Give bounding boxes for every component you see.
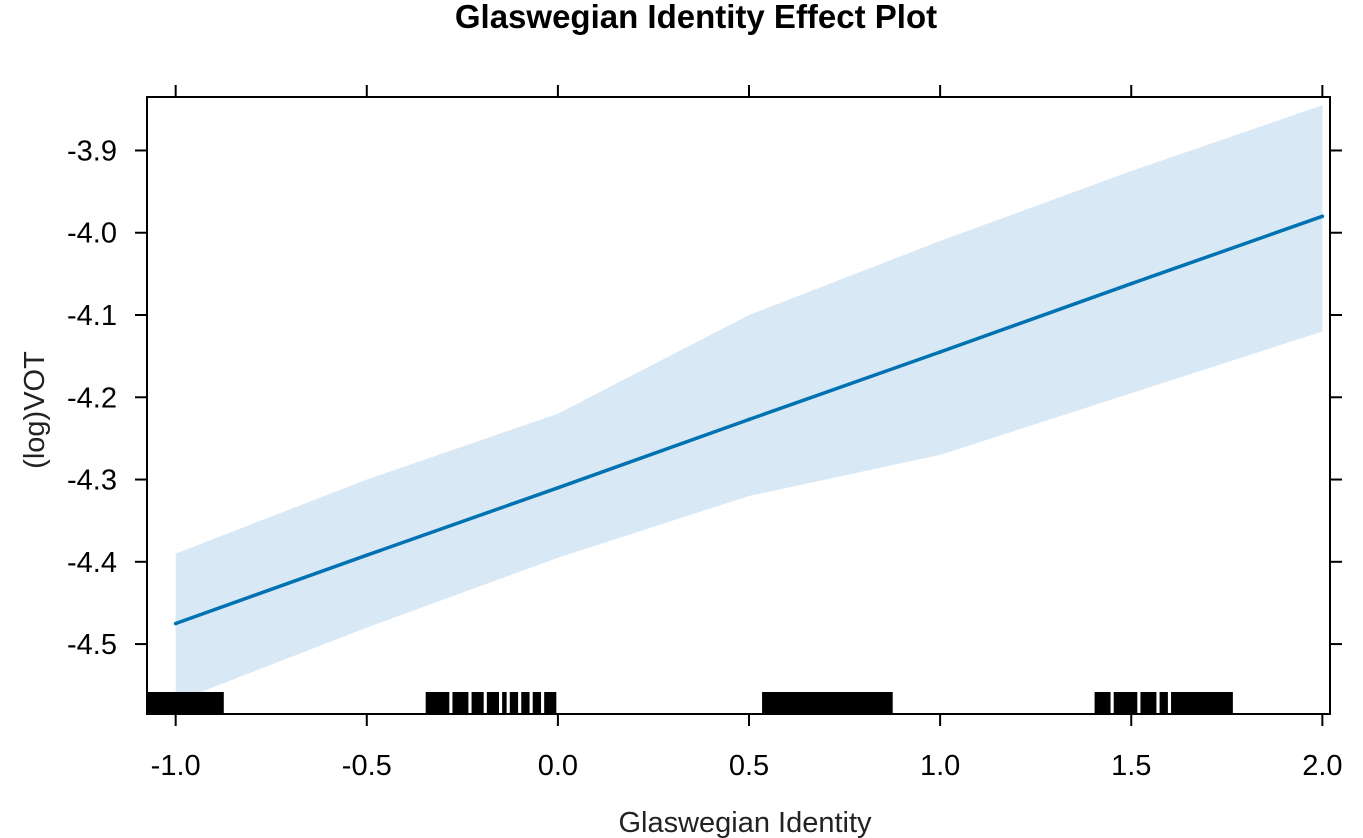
effect-point	[364, 553, 369, 558]
effect-point	[556, 485, 560, 490]
chart-title: Glaswegian Identity Effect Plot	[455, 0, 937, 35]
rug-layer	[146, 692, 1233, 714]
x-tick-label: -1.0	[151, 750, 201, 782]
effect-point	[173, 621, 178, 626]
effect-point	[938, 350, 942, 354]
x-tick-label: -0.5	[342, 750, 392, 782]
effect-point	[747, 417, 751, 422]
y-tick-label: -4.3	[67, 465, 117, 497]
x-tick-label: 1.0	[920, 750, 960, 782]
y-tick-label: -4.2	[67, 382, 117, 414]
y-axis-ticks: -3.9 -4.0 -4.1 -4.2 -4.3 -4.4 -4.5	[67, 135, 1342, 661]
y-tick-label: -4.4	[67, 547, 117, 579]
y-tick-label: -4.0	[67, 218, 117, 250]
y-tick-label: -4.5	[67, 629, 117, 661]
y-tick-label: -4.1	[67, 300, 117, 332]
effect-point	[1129, 281, 1134, 286]
x-tick-label: 0.5	[729, 750, 769, 782]
x-axis-label: Glaswegian Identity	[618, 807, 872, 838]
effect-point	[1320, 214, 1325, 219]
plot-frame	[146, 96, 1331, 715]
y-axis-label: (log)VOT	[19, 351, 51, 469]
x-tick-label: 2.0	[1302, 750, 1342, 782]
x-axis-ticks: -1.0 -0.5 0.0 0.5 1.0 1.5 2.0	[151, 85, 1343, 782]
y-tick-label: -3.9	[67, 135, 117, 167]
effect-line-layer	[173, 214, 1325, 626]
x-tick-label: 1.5	[1111, 750, 1151, 782]
confidence-band-layer	[175, 105, 1323, 702]
x-tick-label: 0.0	[538, 750, 578, 782]
confidence-band	[175, 105, 1323, 702]
